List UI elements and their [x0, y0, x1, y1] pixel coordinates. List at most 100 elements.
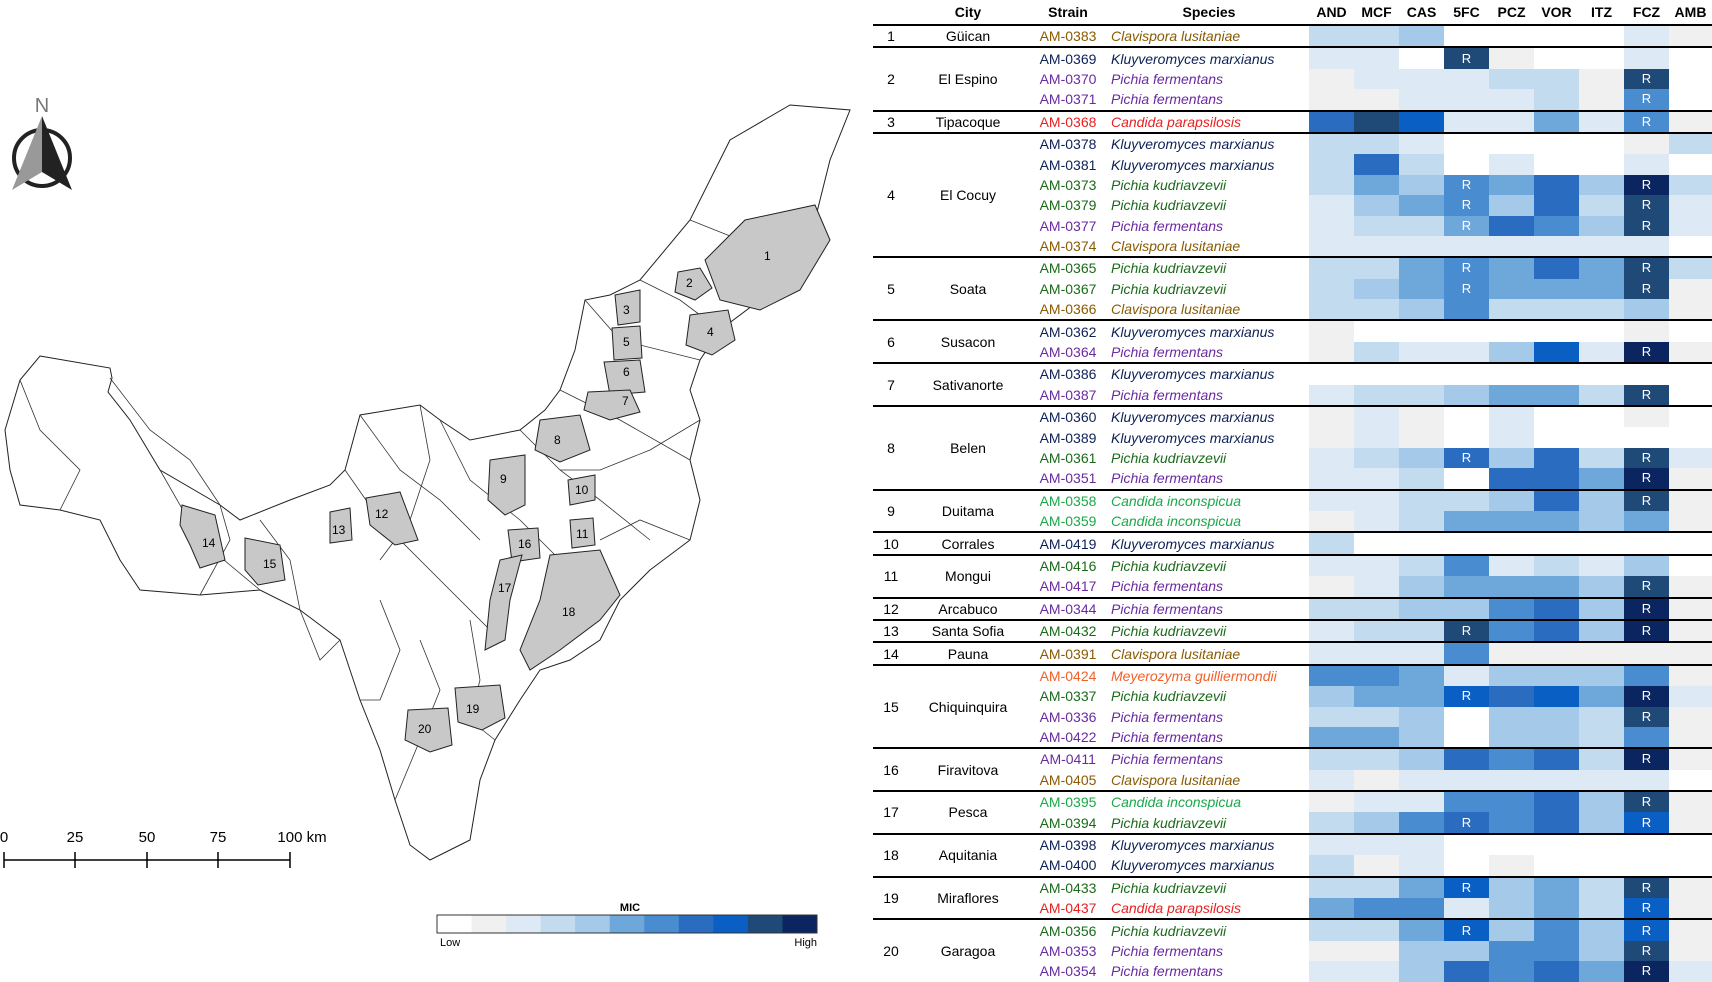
- mic-cell-cas: [1399, 961, 1444, 982]
- region-label: 5: [623, 335, 630, 349]
- mic-cell-amb: [1669, 488, 1712, 511]
- mic-cell-5fc: R: [1444, 875, 1489, 899]
- mic-cell-and: [1309, 427, 1354, 448]
- mic-cell-and: [1309, 68, 1354, 90]
- mic-cell-amb: [1669, 875, 1712, 899]
- mic-cell-fcz: R: [1624, 215, 1669, 236]
- mic-legend: MIC Low High: [436, 902, 818, 949]
- species-name: Pichia fermentans: [1111, 963, 1224, 980]
- strain-id: AM-0361: [1039, 450, 1097, 466]
- mic-cell-vor: [1534, 488, 1579, 511]
- mic-cell-and: [1309, 278, 1354, 300]
- mic-cell-cas: [1399, 447, 1444, 469]
- mic-cell-itz: [1579, 341, 1624, 364]
- mic-cell-pcz: [1489, 215, 1534, 236]
- mic-cell-cas: [1399, 25, 1444, 48]
- legend-swatch: [609, 915, 645, 933]
- mic-cell-and: [1309, 812, 1354, 834]
- region-8: [534, 414, 591, 463]
- strain-id: AM-0383: [1039, 28, 1097, 45]
- city-name: Arcabuco: [909, 596, 1027, 620]
- mic-cell-5fc: R: [1444, 618, 1489, 643]
- legend-swatch: [506, 915, 542, 933]
- mic-cell-fcz: [1624, 832, 1669, 856]
- strain-id: AM-0358: [1027, 488, 1109, 511]
- city-name: Sativanorte: [909, 362, 1027, 407]
- mic-cell-cas: [1399, 299, 1444, 321]
- mic-cell-cas: [1399, 510, 1444, 533]
- strain-id: AM-0362: [1027, 319, 1109, 342]
- mic-cell-vor: [1534, 89, 1579, 111]
- species-name: Kluyveromyces marxianus: [1109, 362, 1309, 385]
- mic-cell-cas: [1399, 215, 1444, 236]
- mic-cell-mcf: [1354, 154, 1399, 175]
- species-name: Pichia kudriavzevii: [1109, 256, 1309, 279]
- mic-cell-5fc: [1444, 553, 1489, 577]
- table-row: 9 Duitama AM-0358 Candida inconspicua R: [873, 488, 1712, 533]
- mic-cell-itz: [1579, 215, 1624, 236]
- mic-cell-5fc: [1444, 405, 1489, 428]
- mic-cell-amb: [1669, 46, 1712, 69]
- mic-cell-amb: [1669, 341, 1712, 364]
- city-name: Aquitania: [909, 832, 1027, 877]
- mic-cell-amb: [1669, 726, 1712, 749]
- mic-cell-itz: [1579, 790, 1624, 813]
- mic-cell-mcf: [1354, 855, 1399, 877]
- mic-cell-amb: [1669, 109, 1712, 133]
- mic-cell-fcz: [1624, 319, 1669, 342]
- mic-cell-cas: [1399, 174, 1444, 196]
- map-panel: N: [0, 95, 851, 949]
- column-header: AND: [1309, 0, 1354, 26]
- mic-cell-itz: [1579, 447, 1624, 469]
- species-name: Clavispora lusitaniae: [1109, 641, 1309, 665]
- mic-cell-fcz: R: [1624, 447, 1669, 469]
- mic-cell-5fc: R: [1444, 174, 1489, 196]
- mic-cell-and: [1309, 875, 1354, 899]
- mic-cell-cas: [1399, 663, 1444, 687]
- mic-cell-fcz: [1624, 641, 1669, 665]
- city-name: Chiquinquira: [909, 663, 1027, 749]
- mic-cell-vor: [1534, 726, 1579, 749]
- region-2: [674, 267, 713, 301]
- legend-swatch: [644, 915, 680, 933]
- mic-cell-cas: [1399, 940, 1444, 962]
- mic-cell-itz: [1579, 832, 1624, 856]
- city-name: Susacon: [909, 319, 1027, 364]
- table-row: AM-0353 Pichia fermentans R: [873, 940, 1712, 962]
- mic-cell-amb: [1669, 195, 1712, 216]
- mic-cell-fcz: [1624, 531, 1669, 555]
- mic-cell-vor: [1534, 832, 1579, 856]
- site-number: 19: [873, 875, 909, 920]
- region-1: [704, 204, 831, 311]
- site-number: 9: [873, 488, 909, 533]
- site-number: 20: [873, 918, 909, 982]
- mic-cell-pcz: [1489, 663, 1534, 687]
- mic-cell-mcf: [1354, 384, 1399, 407]
- mic-cell-5fc: [1444, 531, 1489, 555]
- table-row: AM-0387 Pichia fermentans R: [873, 384, 1712, 407]
- mic-cell-cas: [1399, 686, 1444, 707]
- mic-cell-itz: [1579, 131, 1624, 155]
- mic-cell-fcz: [1624, 510, 1669, 533]
- mic-cell-pcz: [1489, 299, 1534, 321]
- mic-cell-cas: [1399, 596, 1444, 620]
- mic-cell-amb: [1669, 553, 1712, 577]
- mic-cell-cas: [1399, 341, 1444, 364]
- mic-cell-fcz: R: [1624, 68, 1669, 90]
- mic-cell-itz: [1579, 89, 1624, 111]
- table-row: AM-0405 Clavispora lusitaniae: [873, 769, 1712, 792]
- table-row: AM-0373 Pichia kudriavzevii R R: [873, 174, 1712, 196]
- mic-cell-pcz: [1489, 553, 1534, 577]
- mic-cell-5fc: [1444, 940, 1489, 962]
- mic-cell-vor: [1534, 68, 1579, 90]
- mic-cell-mcf: [1354, 68, 1399, 90]
- mic-cell-cas: [1399, 531, 1444, 555]
- mic-cell-5fc: [1444, 235, 1489, 258]
- mic-cell-pcz: [1489, 812, 1534, 834]
- mic-cell-amb: [1669, 131, 1712, 155]
- site-number: 12: [873, 596, 909, 620]
- mic-cell-and: [1309, 961, 1354, 982]
- region-14: [179, 504, 226, 569]
- mic-cell-fcz: R: [1624, 109, 1669, 133]
- legend-swatches: [437, 915, 818, 933]
